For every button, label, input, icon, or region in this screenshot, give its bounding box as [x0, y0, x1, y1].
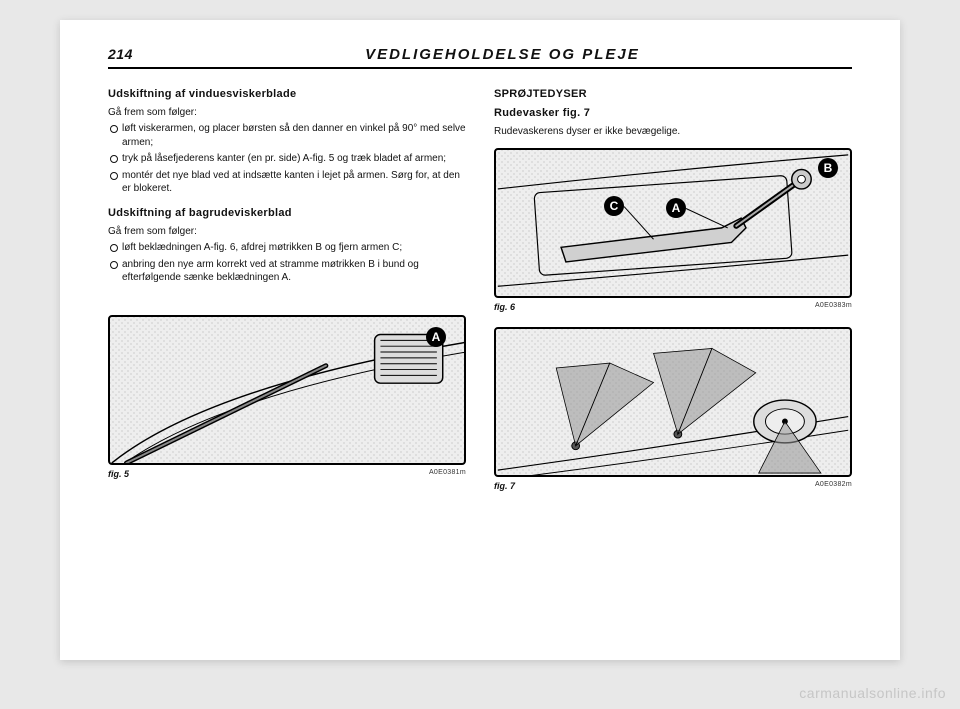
right-heading-1: SPRØJTEDYSER [494, 87, 852, 102]
figure-7-label: fig. 7 [494, 480, 515, 492]
figure-6-svg [496, 150, 850, 296]
figure-5-caption: fig. 5 A0E0381m [108, 468, 466, 480]
bullet-item: anbring den nye arm korrekt ved at stram… [108, 258, 466, 285]
figure-6-frame: B A C [494, 148, 852, 298]
manual-page: 214 VEDLIGEHOLDELSE OG PLEJE Udskiftning… [60, 20, 900, 660]
bullet-item: løft beklædningen A-fig. 6, afdrej møtri… [108, 241, 466, 255]
figure-6: B A C fig. 6 A0E0383m [494, 148, 852, 313]
figure-5-frame: A [108, 315, 466, 465]
page-number: 214 [108, 46, 133, 62]
bullet-list-2: løft beklædningen A-fig. 6, afdrej møtri… [108, 241, 466, 285]
bullet-list-1: løft viskerarmen, og placer børsten så d… [108, 122, 466, 196]
figure-5: A fig. 5 A0E0381m [108, 315, 466, 480]
right-column: SPRØJTEDYSER Rudevasker fig. 7 Rudevaske… [494, 87, 852, 492]
left-heading-2: Udskiftning af bagrudeviskerblad [108, 206, 466, 221]
figure-7-caption: fig. 7 A0E0382m [494, 480, 852, 492]
figure-6-label: fig. 6 [494, 301, 515, 313]
figure-7: fig. 7 A0E0382m [494, 327, 852, 492]
figure-7-svg [496, 329, 850, 475]
bullet-item: løft viskerarmen, og placer børsten så d… [108, 122, 466, 149]
left-lead-2: Gå frem som følger: [108, 225, 466, 239]
left-column: Udskiftning af vinduesviskerblade Gå fre… [108, 87, 466, 492]
bullet-item: montér det nye blad ved at indsætte kant… [108, 169, 466, 196]
figure-7-frame [494, 327, 852, 477]
left-heading-1: Udskiftning af vinduesviskerblade [108, 87, 466, 102]
figure-7-code: A0E0382m [815, 480, 852, 492]
bullet-item: tryk på låsefjederens kanter (en pr. sid… [108, 152, 466, 166]
figure-6-caption: fig. 6 A0E0383m [494, 301, 852, 313]
figure-6-code: A0E0383m [815, 301, 852, 313]
watermark: carmanualsonline.info [799, 685, 946, 701]
badge-a-icon: A [426, 327, 446, 347]
left-lead-1: Gå frem som følger: [108, 106, 466, 120]
figure-5-label: fig. 5 [108, 468, 129, 480]
columns: Udskiftning af vinduesviskerblade Gå fre… [108, 87, 852, 492]
page-header: 214 VEDLIGEHOLDELSE OG PLEJE [108, 46, 852, 69]
header-title: VEDLIGEHOLDELSE OG PLEJE [153, 46, 852, 63]
right-heading-2: Rudevasker fig. 7 [494, 106, 852, 121]
right-paragraph: Rudevaskerens dyser er ikke bevægelige. [494, 125, 852, 139]
figure-5-svg [110, 317, 464, 463]
figure-5-code: A0E0381m [429, 468, 466, 480]
